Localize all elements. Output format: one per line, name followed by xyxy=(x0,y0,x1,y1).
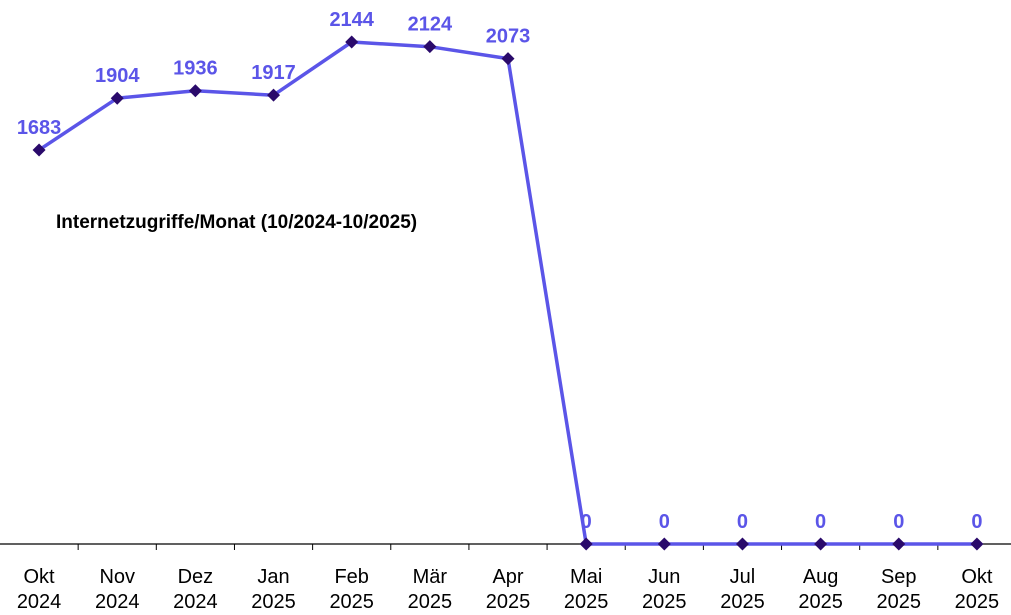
data-label: 0 xyxy=(581,511,592,533)
data-label: 0 xyxy=(971,511,982,533)
x-tick-label-month: Apr xyxy=(492,566,523,588)
data-point-marker xyxy=(814,537,828,551)
x-tick-label-month: Dez xyxy=(178,566,214,588)
x-tick-label-month: Jan xyxy=(257,566,289,588)
x-tick-label-month: Okt xyxy=(961,566,993,588)
x-tick-label-year: 2025 xyxy=(486,591,531,613)
x-tick-label-year: 2024 xyxy=(17,591,62,613)
data-labels: 1683 1904 1936 1917 2144 2124 2073 0 0 0 0 0 0 xyxy=(17,9,983,533)
data-label: 0 xyxy=(893,511,904,533)
data-label: 1683 xyxy=(17,117,62,139)
x-tick-label-month: Jul xyxy=(730,566,756,588)
data-point-marker xyxy=(735,537,749,551)
x-tick-label-month: Mär xyxy=(413,566,448,588)
data-point-marker xyxy=(892,537,906,551)
x-tick-label-year: 2025 xyxy=(564,591,609,613)
data-point-marker xyxy=(970,537,984,551)
series-line xyxy=(38,40,977,546)
data-label: 2073 xyxy=(486,26,531,48)
data-label: 0 xyxy=(737,511,748,533)
data-point-marker xyxy=(345,35,359,49)
chart-title: Internetzugriffe/Monat (10/2024-10/2025) xyxy=(56,212,417,233)
data-point-marker xyxy=(423,40,437,54)
x-tick-label-year: 2024 xyxy=(95,591,140,613)
data-point-marker xyxy=(32,143,46,157)
data-point-marker xyxy=(267,88,281,102)
data-label: 2144 xyxy=(329,9,374,31)
x-tick-label-month: Nov xyxy=(99,566,135,588)
data-label: 1904 xyxy=(95,65,140,87)
x-tick-label-month: Okt xyxy=(24,566,56,588)
data-point-marker xyxy=(579,537,593,551)
x-tick-label-year: 2025 xyxy=(877,591,922,613)
series-line-group xyxy=(38,40,977,546)
x-tick-label-month: Aug xyxy=(803,566,839,588)
data-label: 2124 xyxy=(408,14,453,36)
data-label: 0 xyxy=(659,511,670,533)
data-point-marker xyxy=(110,91,124,105)
data-points xyxy=(32,35,984,551)
data-label: 1917 xyxy=(251,62,296,84)
x-tick-label-year: 2025 xyxy=(642,591,687,613)
x-tick-labels: Okt 2024 Nov 2024 Dez 2024 Jan 2025 Feb 2025 Mär 20… xyxy=(17,566,999,613)
x-tick-label-month: Sep xyxy=(881,566,917,588)
x-tick-label-month: Jun xyxy=(648,566,680,588)
x-tick-label-year: 2025 xyxy=(408,591,453,613)
data-label: 1936 xyxy=(173,58,218,80)
x-tick-label-year: 2025 xyxy=(798,591,843,613)
x-tick-label-month: Mai xyxy=(570,566,602,588)
data-point-marker xyxy=(501,52,515,66)
data-point-marker xyxy=(657,537,671,551)
x-tick-label-month: Feb xyxy=(334,566,368,588)
x-tick-label-year: 2025 xyxy=(955,591,1000,613)
x-tick-label-year: 2024 xyxy=(173,591,218,613)
x-tick-label-year: 2025 xyxy=(251,591,296,613)
x-tick-label-year: 2025 xyxy=(720,591,765,613)
x-tick-label-year: 2025 xyxy=(329,591,374,613)
data-label: 0 xyxy=(815,511,826,533)
data-point-marker xyxy=(188,84,202,98)
